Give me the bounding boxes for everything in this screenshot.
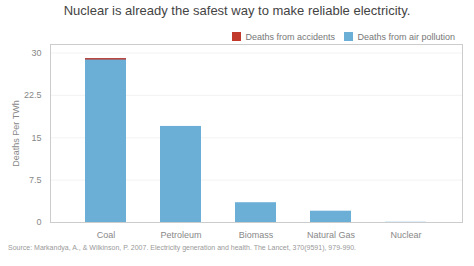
html-text:Deaths from air pollution: Deaths from air pollution	[357, 31, 455, 42]
svg-text:Natural Gas: Natural Gas	[307, 230, 356, 240]
svg-text:22.5: 22.5	[24, 90, 42, 100]
svg-text:Deaths Per TWh: Deaths Per TWh	[11, 100, 21, 166]
html-text:Source: Markandya, A., & Wilki: Source: Markandya, A., & Wilkinson, P. 2…	[8, 244, 356, 251]
html-text:Deaths from accidents: Deaths from accidents	[245, 31, 335, 42]
html-text:Nuclear is already the safest: Nuclear is already the safest way to mak…	[63, 3, 411, 18]
svg-text:0: 0	[36, 217, 41, 227]
svg-text:Nuclear: Nuclear	[390, 230, 421, 240]
svg-text:Coal: Coal	[97, 230, 116, 240]
svg-text:Petroleum: Petroleum	[160, 230, 201, 240]
svg-text:Biomass: Biomass	[239, 230, 274, 240]
svg-text:7.5: 7.5	[29, 175, 42, 185]
svg-text:15: 15	[31, 133, 41, 143]
svg-text:30: 30	[31, 48, 41, 58]
